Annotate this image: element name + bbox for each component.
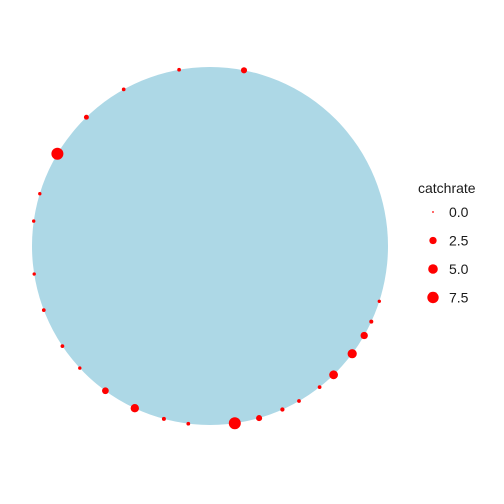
legend-key [429,236,437,245]
data-point [329,370,338,380]
data-point [256,415,263,422]
legend-label: 5.0 [449,261,469,277]
data-point [161,416,166,421]
data-point [369,319,374,324]
data-point [60,344,65,348]
legend-label: 7.5 [449,290,469,306]
data-point [297,399,301,403]
data-point [83,114,89,120]
data-point [377,299,381,303]
data-point [32,272,36,276]
data-point [130,404,139,413]
data-point [102,387,109,395]
legend-title: catchrate [418,180,476,196]
legend-key [428,264,438,274]
data-point [121,87,126,92]
data-point [228,417,241,430]
legend-label: 0.0 [449,204,469,220]
data-point [32,219,36,223]
data-point [78,366,82,370]
legend-key [432,211,434,213]
legend-key [427,291,439,304]
data-point [41,308,46,312]
data-point [360,331,368,340]
data-point [51,147,64,160]
data-points [32,67,381,430]
legend-items: 0.0 2.5 5.0 7.5 [427,204,469,306]
data-point [38,192,42,196]
legend-label: 2.5 [449,233,469,249]
data-point [280,407,285,412]
data-point [186,421,191,426]
data-point [177,67,181,72]
data-point [317,385,322,389]
polar-background-disc [32,67,388,425]
data-point [347,349,357,359]
legend: catchrate 0.0 2.5 5.0 7.5 [418,180,476,306]
data-point [240,67,248,74]
